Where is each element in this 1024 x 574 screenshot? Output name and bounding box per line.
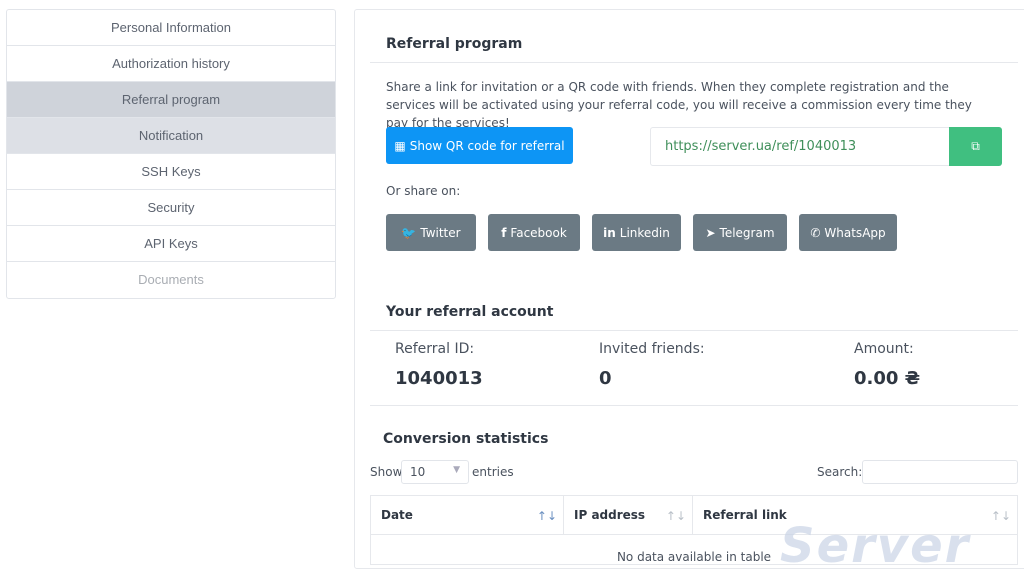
share-facebook-button[interactable]: f Facebook — [488, 214, 580, 251]
sidebar-item-referral-program[interactable]: Referral program — [7, 82, 335, 118]
show-qr-label: Show QR code for referral — [409, 138, 565, 153]
qr-icon: ▦ — [394, 138, 406, 153]
column-ip-label: IP address — [574, 508, 646, 522]
column-date-label: Date — [381, 508, 413, 522]
facebook-icon: f — [501, 225, 507, 240]
referral-url-field[interactable]: https://server.ua/ref/1040013 — [650, 127, 950, 166]
sidebar-item-api-keys[interactable]: API Keys — [7, 226, 335, 262]
whatsapp-icon: ✆ — [810, 225, 821, 240]
divider — [370, 62, 1018, 63]
sidebar-item-notification[interactable]: Notification — [7, 118, 335, 154]
amount-value: 0.00 ₴ — [854, 368, 921, 389]
dropdown-arrow-icon: ▼ — [453, 465, 460, 475]
invited-friends-value: 0 — [599, 368, 612, 389]
sidebar-item-documents[interactable]: Documents — [138, 272, 204, 287]
copy-button[interactable]: ⧉ — [949, 127, 1002, 166]
sort-icon: ↑↓ — [990, 509, 1011, 523]
divider — [370, 405, 1018, 406]
entries-label: entries — [472, 465, 514, 479]
linkedin-icon: in — [603, 225, 616, 240]
server-watermark-logo: Server — [780, 518, 971, 574]
sidebar-item-security[interactable]: Security — [7, 190, 335, 226]
column-date[interactable]: Date ↑↓ — [370, 495, 564, 535]
invited-friends-label: Invited friends: — [599, 341, 705, 357]
telegram-icon: ➤ — [705, 225, 716, 240]
main-panel: Referral program Share a link for invita… — [354, 9, 1024, 569]
account-title: Your referral account — [386, 304, 554, 320]
sidebar-item-personal-information[interactable]: Personal Information — [7, 10, 335, 46]
referral-id-value: 1040013 — [395, 368, 483, 389]
whatsapp-label: WhatsApp — [824, 225, 886, 240]
sidebar-item-ssh-keys[interactable]: SSH Keys — [7, 154, 335, 190]
twitter-icon: 🐦 — [401, 225, 417, 240]
divider — [370, 330, 1018, 331]
referral-id-label: Referral ID: — [395, 341, 475, 357]
sort-icon: ↑↓ — [665, 509, 686, 523]
share-telegram-button[interactable]: ➤ Telegram — [693, 214, 787, 251]
search-label: Search: — [817, 465, 863, 479]
sort-icon: ↑↓ — [536, 509, 557, 523]
column-ip-address[interactable]: IP address ↑↓ — [563, 495, 693, 535]
referral-title: Referral program — [386, 36, 523, 52]
facebook-label: Facebook — [510, 225, 567, 240]
sidebar-nav: Personal Information Authorization histo… — [6, 9, 336, 299]
twitter-label: Twitter — [420, 225, 461, 240]
stats-title: Conversion statistics — [383, 431, 549, 447]
telegram-label: Telegram — [719, 225, 775, 240]
column-referral-link[interactable]: Referral link ↑↓ — [692, 495, 1018, 535]
share-whatsapp-button[interactable]: ✆ WhatsApp — [799, 214, 897, 251]
sidebar-item-authorization-history[interactable]: Authorization history — [7, 46, 335, 82]
share-linkedin-button[interactable]: in Linkedin — [592, 214, 681, 251]
show-qr-button[interactable]: ▦ Show QR code for referral — [386, 127, 573, 164]
search-input[interactable] — [862, 460, 1018, 484]
column-link-label: Referral link — [703, 508, 787, 522]
page-size-select[interactable]: 10 ▼ — [401, 460, 469, 484]
amount-label: Amount: — [854, 341, 914, 357]
page-size-value: 10 — [410, 465, 426, 479]
share-twitter-button[interactable]: 🐦 Twitter — [386, 214, 476, 251]
referral-description: Share a link for invitation or a QR code… — [386, 80, 972, 130]
linkedin-label: Linkedin — [619, 225, 670, 240]
copy-icon: ⧉ — [971, 139, 980, 153]
share-label: Or share on: — [386, 184, 461, 198]
show-label: Show — [370, 465, 403, 479]
